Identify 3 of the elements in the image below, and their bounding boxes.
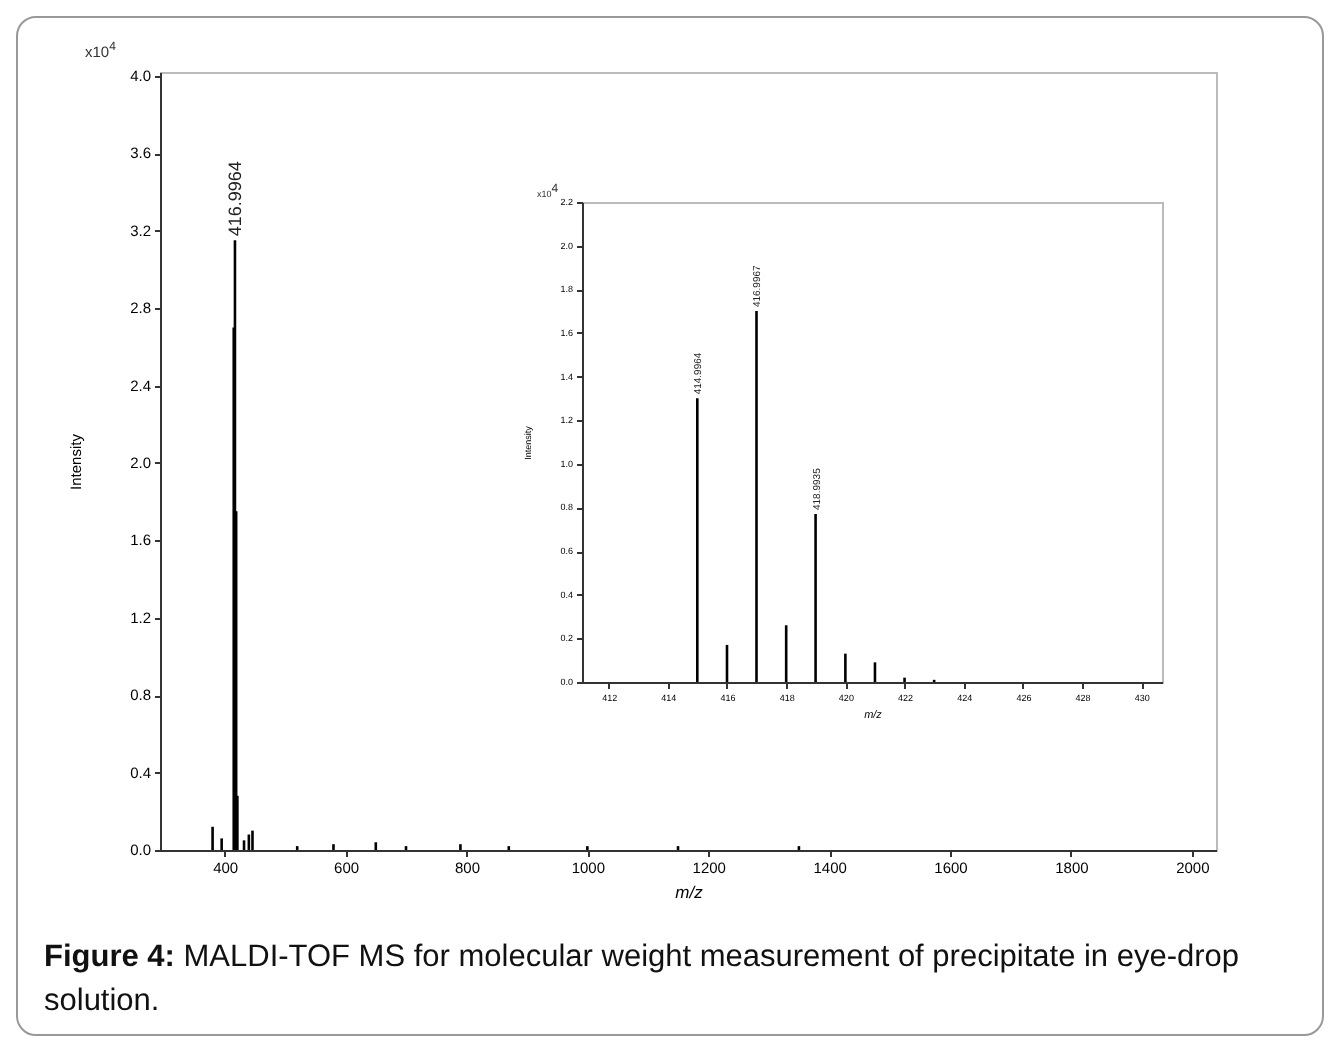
caption: Figure 4: MALDI-TOF MS for molecular weight measurement of precipitate in eye-drop solution. bbox=[44, 938, 1242, 1022]
annotation: 416.9964 bbox=[224, 161, 245, 237]
x-axis-title: m/z bbox=[675, 882, 705, 902]
